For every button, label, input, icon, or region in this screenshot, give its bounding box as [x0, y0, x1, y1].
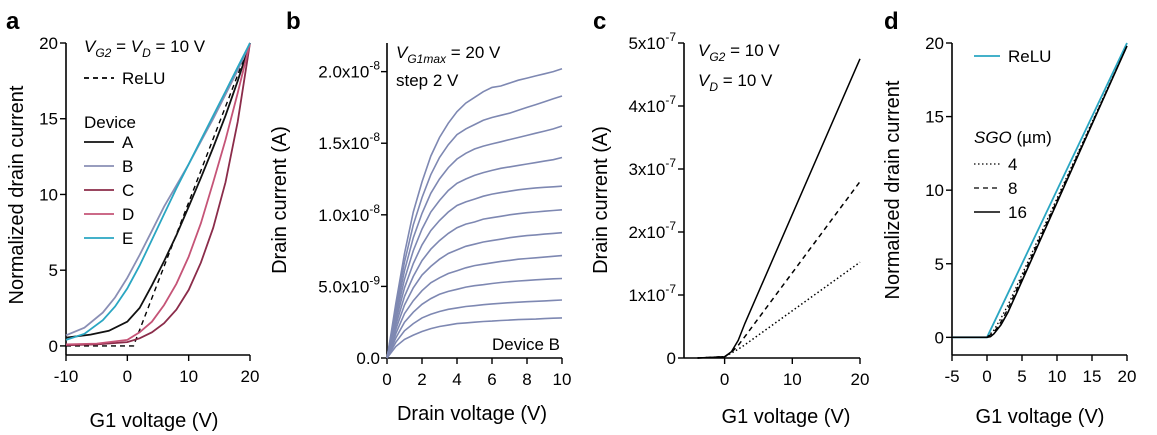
panel-b-x-tick-label: 2	[417, 370, 426, 389]
panel-d-legend-label-relu: ReLU	[1008, 47, 1051, 66]
panel-b-series-1	[386, 317, 563, 359]
panel-a-y-tick-label: 15	[39, 110, 58, 129]
panel-d-y-tick-label: 10	[925, 181, 944, 200]
panel-d-ylabel: Normalized drain current	[882, 80, 904, 299]
panel-b-chart: 0 2 4 6 8 10 0.0 5.0x10-9 1.0x10-8 1.5x10-8 2.0x10…	[318, 43, 571, 389]
panel-a-legend-label-a: A	[122, 133, 134, 152]
panel-b-series-5	[386, 231, 563, 359]
panel-a-series-relu	[66, 42, 251, 347]
panel-c-y-tick-label: 0	[667, 349, 676, 368]
panel-c-chart: 0 10 20 0 1x10-7 2x10-7 3x10-7 4x10-7 5x10-7	[628, 30, 869, 389]
panel-d-x-tick-label: 0	[982, 367, 991, 386]
panel-d-legend-label-16: 16	[1008, 203, 1027, 222]
panel-d-series-relu	[952, 42, 1128, 339]
panel-b-series-9	[386, 125, 563, 359]
panel-a-y-tick-label: 10	[39, 185, 58, 204]
panel-d-y-tick-label: 15	[925, 108, 944, 127]
panel-b-device-label: Device B	[492, 335, 560, 354]
panel-a-x-tick-label: 10	[179, 367, 198, 386]
panel-letter-b: b	[286, 8, 301, 35]
panel-a-series-d	[65, 42, 251, 346]
panel-c-series-2	[697, 181, 861, 359]
panel-b-series-7	[386, 185, 563, 359]
panel-d-y-tick-label: 0	[935, 328, 944, 347]
panel-a-x-tick-label: 0	[123, 367, 132, 386]
panel-d-chart: -5 0 5 10 15 20 0 5 10 15 20 ReLU 4 8 16	[925, 34, 1136, 386]
panel-d-x-tick-label: 20	[1118, 367, 1137, 386]
panel-b-ylabel: Drain current (A)	[269, 126, 291, 274]
panel-b-y-tick-label: 1.5x10-8	[318, 130, 380, 153]
panel-d-series-4	[952, 45, 1128, 338]
panel-c-x-tick-label: 0	[720, 370, 729, 389]
panel-a-legend-label-c: C	[122, 181, 134, 200]
panel-b-series-2	[386, 299, 563, 359]
panel-c-xlabel: G1 voltage (V)	[722, 406, 851, 428]
panel-b-x-tick-label: 10	[553, 370, 572, 389]
panel-c-series-1	[697, 58, 861, 359]
panel-b-y-tick-label: 5.0x10-9	[318, 273, 380, 296]
panel-b-y-tick-label: 2.0x10-8	[318, 59, 380, 82]
panel-c-ylabel: Drain current (A)	[590, 126, 612, 274]
panel-b-x-tick-label: 6	[487, 370, 496, 389]
panel-a-x-tick-label: -10	[54, 367, 79, 386]
panel-c-y-tick-label: 5x10-7	[628, 30, 676, 53]
panel-b-y-tick-label: 0.0	[356, 349, 380, 368]
panel-d-y-tick-label: 20	[925, 34, 944, 53]
panel-c-x-tick-label: 20	[851, 370, 870, 389]
panel-b-series-4	[386, 254, 563, 359]
panel-d-x-tick-label: 5	[1017, 367, 1026, 386]
panel-b-series-10	[386, 95, 563, 359]
panel-c-x-tick-label: 10	[783, 370, 802, 389]
panel-d-x-tick-label: 10	[1048, 367, 1067, 386]
panel-a-legend-label-b: B	[122, 157, 133, 176]
panel-c-y-tick-label: 2x10-7	[628, 219, 676, 242]
panel-a-legend-label-relu: ReLU	[122, 69, 165, 88]
panel-d-legend-label-8: 8	[1008, 179, 1017, 198]
panel-a-ylabel: Normalized drain current	[6, 85, 28, 304]
panel-a-legend-label-d: D	[122, 205, 134, 224]
panel-a-x-tick-label: 20	[241, 367, 260, 386]
panel-a-xlabel: G1 voltage (V)	[90, 410, 219, 432]
panel-letter-a: a	[6, 8, 20, 35]
panel-a-legend-title: Device	[84, 113, 136, 132]
panel-d-series-16	[952, 45, 1128, 339]
panel-b-y-tick-label: 1.0x10-8	[318, 202, 380, 225]
panel-c-series-3	[697, 261, 861, 359]
panel-c-annotation-vg2: VG2 = 10 V	[698, 41, 780, 64]
panel-b-series-3	[386, 277, 563, 359]
panel-b-annotation: VG1max = 20 V	[396, 43, 501, 66]
panel-letter-c: c	[593, 8, 606, 35]
panel-d-xlabel: G1 voltage (V)	[976, 406, 1105, 428]
panel-b-xlabel: Drain voltage (V)	[397, 403, 547, 425]
panel-b-series-11	[386, 68, 563, 359]
panel-d-legend-title: SGO (µm)	[974, 128, 1052, 147]
panel-b-x-tick-label: 8	[522, 370, 531, 389]
panel-a-legend-label-e: E	[122, 229, 133, 248]
panel-d-legend-label-4: 4	[1008, 155, 1017, 174]
panel-a-series-e	[65, 42, 251, 341]
panel-a-y-tick-label: 0	[49, 337, 58, 356]
panel-b-series-8	[386, 156, 563, 359]
panel-a-series-a	[65, 42, 251, 339]
panel-b-x-tick-label: 0	[382, 370, 391, 389]
panel-c-y-tick-label: 3x10-7	[628, 156, 676, 179]
panel-a-series-b	[65, 42, 251, 337]
panel-b-series-6	[386, 209, 563, 359]
panel-a-series-c	[65, 42, 251, 347]
panel-letter-d: d	[884, 8, 899, 35]
panel-c-y-tick-label: 4x10-7	[628, 93, 676, 116]
panel-b-x-tick-label: 4	[452, 370, 461, 389]
panel-b-annotation-step: step 2 V	[396, 71, 459, 90]
panel-d-x-tick-label: -5	[944, 367, 959, 386]
panel-d-x-tick-label: 15	[1083, 367, 1102, 386]
panel-a-annotation: VG2 = VD = 10 V	[84, 37, 206, 60]
panel-d-y-tick-label: 5	[935, 255, 944, 274]
panel-c-annotation-vd: VD = 10 V	[698, 71, 773, 94]
panel-c-y-tick-label: 1x10-7	[628, 282, 676, 305]
panel-a-y-tick-label: 5	[49, 261, 58, 280]
panel-d-series-8	[952, 45, 1128, 338]
panel-a-y-tick-label: 20	[39, 34, 58, 53]
